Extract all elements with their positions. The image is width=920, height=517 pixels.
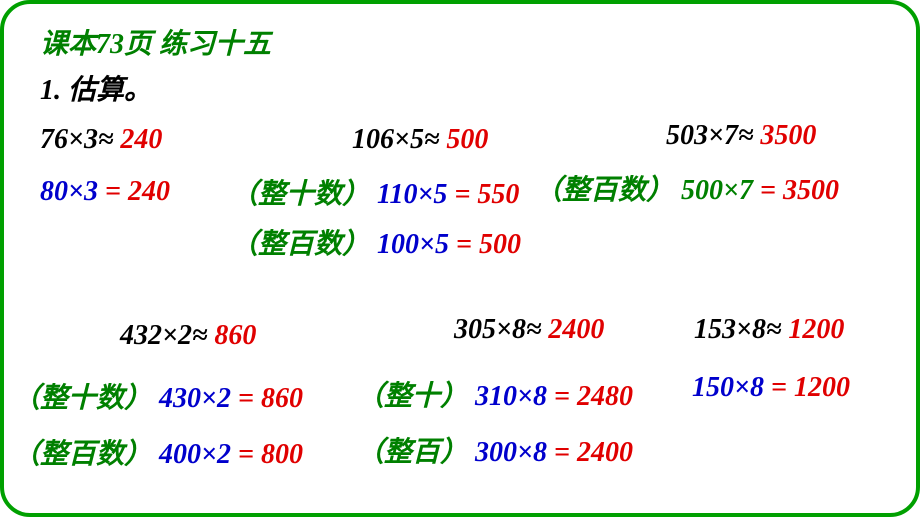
- ans: 800: [261, 439, 303, 470]
- eq: =: [238, 383, 254, 414]
- r5p1: （整十数） 430×2 = 860: [12, 376, 303, 416]
- ans: 3500: [783, 175, 839, 206]
- ans: 3500: [760, 120, 816, 151]
- ans: 860: [261, 383, 303, 414]
- r1p1: 76×3≈ 240: [40, 124, 162, 156]
- r3p2: （整百数） 100×5 = 500: [230, 222, 521, 262]
- expr: 400×2: [159, 439, 231, 470]
- ans: 860: [214, 320, 256, 351]
- eq: =: [771, 372, 787, 403]
- label: （整百数）: [534, 175, 674, 206]
- expr: 310×8: [475, 381, 547, 412]
- expr: 100×5: [377, 229, 449, 260]
- problem-title-line: 1. 估算。: [40, 68, 152, 108]
- label: （整十）: [356, 381, 468, 412]
- r1p3: 503×7≈ 3500: [666, 120, 816, 152]
- label: （整十数）: [12, 383, 152, 414]
- eq: =: [554, 437, 570, 468]
- r2p3: （整百数） 500×7 = 3500: [534, 168, 839, 208]
- source-line: 课本73页 练习十五: [40, 22, 271, 62]
- problem-number: 1.: [40, 75, 61, 106]
- eq: =: [554, 381, 570, 412]
- r6p2: （整百） 300×8 = 2400: [356, 430, 633, 470]
- eq: =: [760, 175, 776, 206]
- ans: 240: [128, 176, 170, 207]
- expr: 110×5: [377, 179, 447, 210]
- r5p2: （整十） 310×8 = 2480: [356, 374, 633, 414]
- expr: 300×8: [475, 437, 547, 468]
- label: （整百数）: [12, 439, 152, 470]
- r1p2: 106×5≈ 500: [352, 124, 488, 156]
- expr: 305×8≈: [454, 314, 541, 345]
- ans: 2400: [548, 314, 604, 345]
- ans: 2480: [577, 381, 633, 412]
- ans: 500: [479, 229, 521, 260]
- expr: 80×3: [40, 176, 98, 207]
- problem-title: 估算。: [68, 75, 152, 106]
- expr: 432×2≈: [120, 320, 207, 351]
- ans: 550: [477, 179, 519, 210]
- eq: =: [105, 176, 121, 207]
- label: （整百数）: [230, 229, 370, 260]
- content-frame: 课本73页 练习十五 1. 估算。 76×3≈ 240 106×5≈ 500 5…: [0, 0, 920, 517]
- r6p1: （整百数） 400×2 = 800: [12, 432, 303, 472]
- ans: 240: [120, 124, 162, 155]
- r5p3: 150×8 = 1200: [692, 372, 850, 404]
- r4p3: 153×8≈ 1200: [694, 314, 844, 346]
- r2p2: （整十数） 110×5 = 550: [230, 172, 519, 212]
- eq: =: [456, 229, 472, 260]
- source-text: 课本73页 练习十五: [40, 29, 271, 60]
- eq: =: [454, 179, 470, 210]
- expr: 500×7: [681, 175, 753, 206]
- expr: 150×8: [692, 372, 764, 403]
- ans: 1200: [794, 372, 850, 403]
- expr: 153×8≈: [694, 314, 781, 345]
- expr: 430×2: [159, 383, 231, 414]
- label: （整十数）: [230, 179, 370, 210]
- label: （整百）: [356, 437, 468, 468]
- ans: 1200: [788, 314, 844, 345]
- expr: 76×3≈: [40, 124, 113, 155]
- r4p2: 305×8≈ 2400: [454, 314, 604, 346]
- ans: 2400: [577, 437, 633, 468]
- r4p1: 432×2≈ 860: [120, 320, 256, 352]
- expr: 503×7≈: [666, 120, 753, 151]
- eq: =: [238, 439, 254, 470]
- expr: 106×5≈: [352, 124, 439, 155]
- ans: 500: [446, 124, 488, 155]
- r2p1: 80×3 = 240: [40, 176, 170, 208]
